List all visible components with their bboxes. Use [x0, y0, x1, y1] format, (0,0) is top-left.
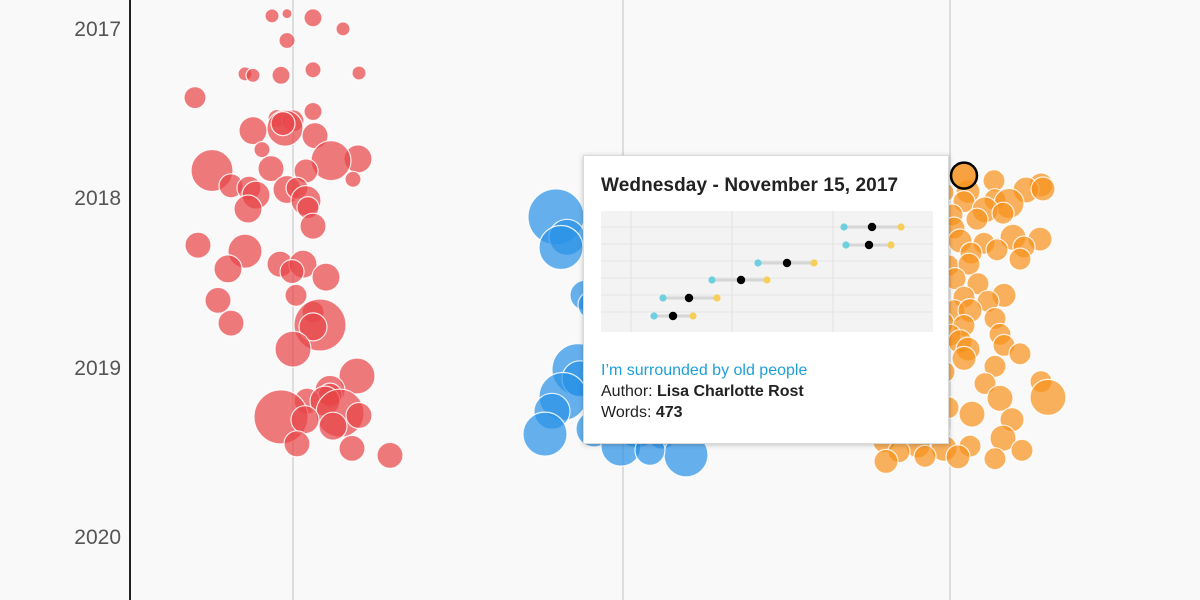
- orange-data-point[interactable]: [1008, 247, 1032, 271]
- red-data-point[interactable]: [299, 212, 327, 240]
- mini-dot-start: [650, 312, 658, 320]
- mini-dot-end: [689, 312, 697, 320]
- red-data-point[interactable]: [253, 141, 271, 159]
- mini-dot-mid: [864, 240, 874, 250]
- year-label-2019: 2019: [74, 357, 121, 380]
- red-data-point[interactable]: [271, 65, 291, 85]
- mini-dot-mid: [684, 293, 694, 303]
- year-label-2018: 2018: [74, 187, 121, 210]
- red-data-point[interactable]: [283, 430, 311, 458]
- red-data-point[interactable]: [245, 67, 261, 83]
- article-tooltip: Wednesday - November 15, 2017 I’m surrou…: [583, 155, 949, 444]
- orange-data-point[interactable]: [983, 447, 1007, 471]
- red-data-point[interactable]: [183, 85, 207, 110]
- red-data-point[interactable]: [345, 401, 373, 430]
- red-data-point[interactable]: [344, 170, 362, 188]
- orange-data-point[interactable]: [1029, 378, 1067, 416]
- orange-data-point[interactable]: [1030, 176, 1056, 202]
- hovered-data-point[interactable]: [949, 161, 979, 190]
- red-data-point[interactable]: [270, 110, 296, 137]
- year-label-2020: 2020: [74, 526, 121, 549]
- red-data-point[interactable]: [213, 254, 243, 284]
- red-data-point[interactable]: [376, 441, 404, 469]
- red-data-point[interactable]: [303, 101, 323, 122]
- red-data-point[interactable]: [279, 259, 305, 285]
- red-data-point[interactable]: [204, 286, 232, 314]
- red-data-point[interactable]: [281, 8, 293, 20]
- orange-data-point[interactable]: [965, 207, 989, 231]
- y-axis-labels: 2017 2018 2019 2020: [74, 18, 121, 549]
- blue-data-point[interactable]: [538, 224, 584, 271]
- red-data-point[interactable]: [284, 283, 308, 307]
- red-data-point[interactable]: [290, 405, 320, 435]
- orange-data-point[interactable]: [945, 444, 971, 470]
- mini-dot-start: [659, 294, 667, 302]
- mini-dot-start: [754, 259, 762, 267]
- mini-dot-end: [763, 276, 771, 284]
- orange-data-point[interactable]: [991, 201, 1015, 225]
- mini-dot-mid: [867, 222, 877, 232]
- mini-dot-start: [708, 276, 716, 284]
- red-data-point[interactable]: [264, 8, 280, 24]
- red-data-point[interactable]: [233, 194, 263, 224]
- red-data-point[interactable]: [304, 61, 322, 79]
- tooltip-date: Wednesday - November 15, 2017: [601, 175, 899, 196]
- orange-data-point[interactable]: [873, 448, 899, 474]
- red-data-point[interactable]: [303, 8, 323, 28]
- red-data-point[interactable]: [274, 330, 312, 368]
- orange-data-point[interactable]: [913, 444, 937, 468]
- tooltip-words-label: Words:: [601, 404, 656, 421]
- orange-data-point[interactable]: [958, 400, 986, 428]
- mini-dot-end: [897, 223, 905, 231]
- mini-dot-start: [840, 223, 848, 231]
- tooltip-author-label: Author:: [601, 383, 658, 400]
- mini-dot-end: [713, 294, 721, 302]
- orange-data-point[interactable]: [957, 252, 981, 276]
- red-data-point[interactable]: [238, 116, 268, 146]
- tooltip-words: Words: 473: [601, 402, 931, 423]
- mini-dot-end: [887, 241, 895, 249]
- red-data-point[interactable]: [184, 231, 212, 259]
- orange-data-point[interactable]: [951, 345, 977, 371]
- red-data-point[interactable]: [298, 312, 328, 342]
- mini-dot-mid: [782, 258, 792, 268]
- orange-data-point[interactable]: [986, 384, 1014, 412]
- red-data-point[interactable]: [335, 21, 351, 37]
- tooltip-author: Author: Lisa Charlotte Rost: [601, 381, 931, 402]
- orange-data-point[interactable]: [966, 272, 990, 296]
- red-data-point[interactable]: [278, 31, 296, 50]
- orange-data-point[interactable]: [1010, 438, 1034, 462]
- red-data-point[interactable]: [257, 155, 285, 183]
- red-data-point[interactable]: [217, 309, 245, 337]
- mini-dot-mid: [736, 275, 746, 285]
- blue-data-point[interactable]: [522, 411, 568, 457]
- tooltip-article-link[interactable]: I’m surrounded by old people: [601, 362, 808, 379]
- mini-dot-mid: [668, 311, 678, 321]
- orange-data-point[interactable]: [985, 238, 1009, 262]
- year-label-2017: 2017: [74, 18, 121, 41]
- tooltip-author-name: Lisa Charlotte Rost: [657, 383, 804, 400]
- mini-dot-end: [810, 259, 818, 267]
- red-data-point[interactable]: [318, 411, 348, 441]
- tooltip-words-count: 473: [655, 404, 683, 421]
- mini-dot-start: [842, 241, 850, 249]
- red-data-point[interactable]: [338, 357, 376, 395]
- red-data-point[interactable]: [311, 262, 341, 292]
- tooltip-mini-chart: [601, 211, 933, 332]
- red-data-point[interactable]: [351, 65, 367, 81]
- red-data-point[interactable]: [338, 434, 366, 462]
- orange-data-point[interactable]: [1008, 342, 1032, 366]
- orange-data-point[interactable]: [983, 354, 1007, 378]
